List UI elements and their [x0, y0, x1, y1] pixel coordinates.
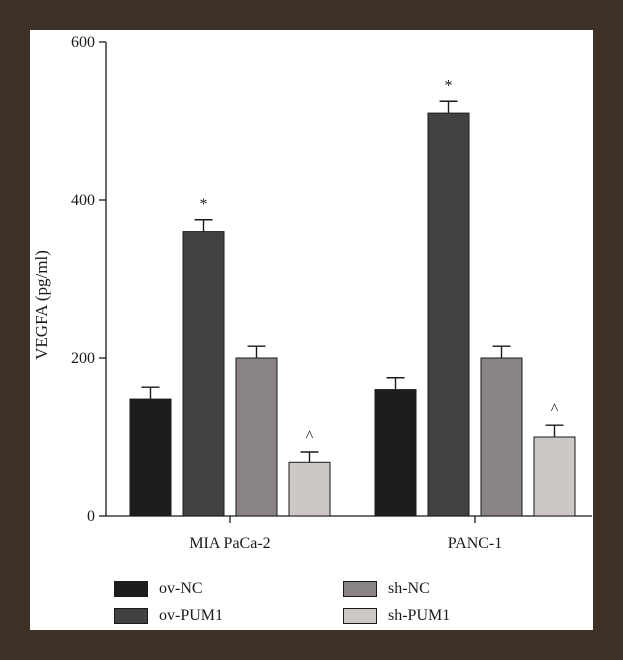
significance-mark: * — [200, 196, 208, 213]
legend-label: sh-PUM1 — [388, 607, 451, 624]
bar-chart: 0 200 400 600 MIA PaCa-2 PANC-1 * ^ * ^ VEGFA (p… — [32, 34, 592, 552]
y-axis-label: VEGFA (pg/ml) — [32, 250, 51, 360]
legend-item-sh-nc: sh-NC — [343, 580, 430, 598]
chart-axes: 0 200 400 600 MIA PaCa-2 PANC-1 — [71, 34, 592, 552]
bar — [182, 231, 225, 517]
chart-bars: * ^ * ^ — [129, 77, 576, 517]
legend-swatch — [114, 608, 148, 624]
y-tick-label: 0 — [87, 508, 95, 525]
legend-swatch — [114, 581, 148, 597]
significance-mark: ^ — [306, 428, 314, 445]
legend-label: sh-NC — [388, 580, 430, 597]
chart-panel: 0 200 400 600 MIA PaCa-2 PANC-1 * ^ * ^ VEGFA (p… — [30, 30, 593, 630]
bar — [288, 461, 331, 517]
bar — [129, 398, 172, 517]
legend-label: ov-PUM1 — [159, 607, 224, 624]
y-tick-label: 400 — [71, 192, 95, 209]
legend: ov-NC ov-PUM1 sh-NC sh-PUM1 — [114, 580, 534, 630]
y-tick-label: 200 — [71, 350, 95, 367]
x-tick-label: MIA PaCa-2 — [189, 535, 270, 552]
legend-swatch — [343, 581, 377, 597]
significance-mark: * — [445, 77, 453, 94]
legend-swatch — [343, 608, 377, 624]
legend-item-ov-nc: ov-NC — [114, 580, 203, 598]
legend-label: ov-NC — [159, 580, 203, 597]
bar — [374, 389, 417, 517]
y-tick-label: 600 — [71, 34, 95, 51]
x-tick-label: PANC-1 — [448, 535, 503, 552]
bar — [235, 357, 278, 517]
significance-mark: ^ — [551, 401, 559, 418]
legend-item-sh-pum1: sh-PUM1 — [343, 607, 450, 625]
bar — [480, 357, 523, 517]
legend-item-ov-pum1: ov-PUM1 — [114, 607, 223, 625]
bar — [533, 436, 576, 517]
bar — [427, 112, 470, 517]
